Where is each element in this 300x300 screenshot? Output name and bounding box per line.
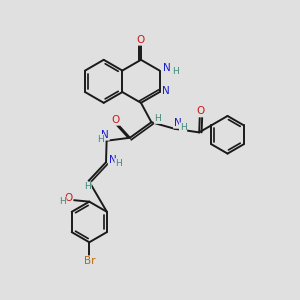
Text: Br: Br [83,256,95,266]
Text: H: H [59,197,66,206]
Text: H: H [115,159,122,168]
Text: N: N [109,155,116,165]
Text: H: H [172,67,178,76]
Text: O: O [197,106,205,116]
Text: N: N [101,130,109,140]
Text: O: O [111,115,120,125]
Text: N: N [162,86,170,96]
Text: O: O [64,193,73,203]
Text: O: O [137,35,145,45]
Text: H: H [97,135,104,144]
Text: N: N [174,118,182,128]
Text: H: H [154,114,161,123]
Text: H: H [180,123,186,132]
Text: H: H [84,182,91,191]
Text: N: N [163,63,171,73]
